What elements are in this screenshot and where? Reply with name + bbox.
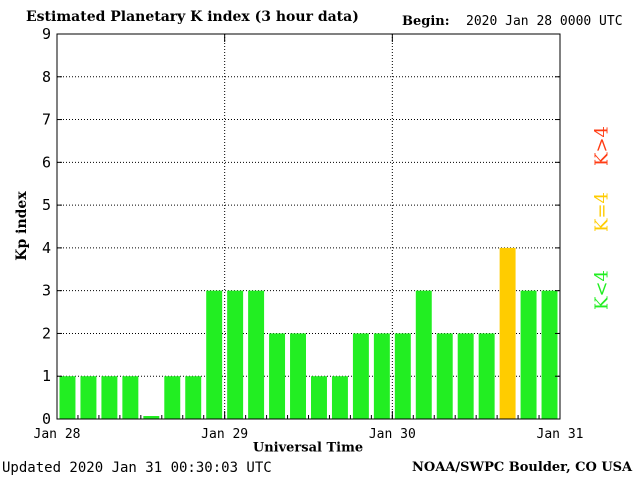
- chart-title: Estimated Planetary K index (3 hour data…: [26, 9, 359, 25]
- kp-bar: [227, 290, 244, 419]
- kp-bar: [185, 376, 202, 419]
- kp-bar: [436, 333, 453, 419]
- kp-bar: [457, 333, 474, 419]
- y-tick-label: 9: [42, 25, 51, 43]
- x-tick-label: Jan 29: [201, 427, 248, 442]
- y-tick-label: 0: [42, 410, 51, 428]
- kp-bar: [478, 333, 495, 419]
- updated-timestamp: Updated 2020 Jan 31 00:30:03 UTC: [2, 460, 272, 476]
- y-tick-label: 5: [42, 196, 51, 214]
- kp-bar: [269, 333, 286, 419]
- legend-k-less-4: K<4: [591, 270, 613, 310]
- y-axis-label: Kp index: [14, 191, 30, 261]
- y-tick-label: 3: [42, 282, 51, 300]
- kp-bar: [59, 376, 76, 419]
- kp-bar: [80, 376, 97, 419]
- y-tick-label: 2: [42, 324, 51, 342]
- kp-bar: [248, 290, 265, 419]
- x-axis-label: Universal Time: [252, 440, 364, 456]
- x-tick-label: Jan 30: [369, 427, 416, 442]
- kp-bar: [499, 247, 516, 419]
- y-tick-label: 1: [42, 367, 51, 385]
- kp-bar: [164, 376, 181, 419]
- y-tick-label: 7: [42, 111, 51, 129]
- legend-k-equal-4: K=4: [591, 192, 613, 232]
- y-tick-label: 8: [42, 68, 51, 86]
- x-tick-label: Jan 28: [34, 427, 81, 442]
- kp-bar: [415, 290, 432, 419]
- kp-bar: [206, 290, 223, 419]
- kp-bar: [331, 376, 348, 419]
- kp-bar: [352, 333, 369, 419]
- begin-label: Begin:: [402, 14, 450, 29]
- axes: 0 1 2 3 4 5 6 7 8 9 Jan 28 Jan 29 Jan 30 Jan 31: [34, 25, 584, 442]
- kp-bar: [311, 376, 327, 419]
- kp-bar: [143, 416, 160, 419]
- kp-bar: [373, 333, 390, 419]
- kp-bar: [101, 376, 118, 419]
- legend-k-greater-4: K>4: [591, 126, 613, 166]
- kp-bar: [290, 333, 306, 419]
- kp-bar: [541, 290, 558, 419]
- bars: [59, 247, 558, 419]
- grid-lines: [57, 34, 560, 419]
- x-tick-label: Jan 31: [537, 427, 584, 442]
- y-tick-label: 4: [42, 239, 51, 257]
- credit-text: NOAA/SWPC Boulder, CO USA: [412, 460, 633, 475]
- begin-value: 2020 Jan 28 0000 UTC: [466, 14, 623, 29]
- y-tick-label: 6: [42, 153, 51, 171]
- kp-bar: [394, 333, 411, 419]
- kp-bar: [122, 376, 139, 419]
- kp-bar: [520, 290, 537, 419]
